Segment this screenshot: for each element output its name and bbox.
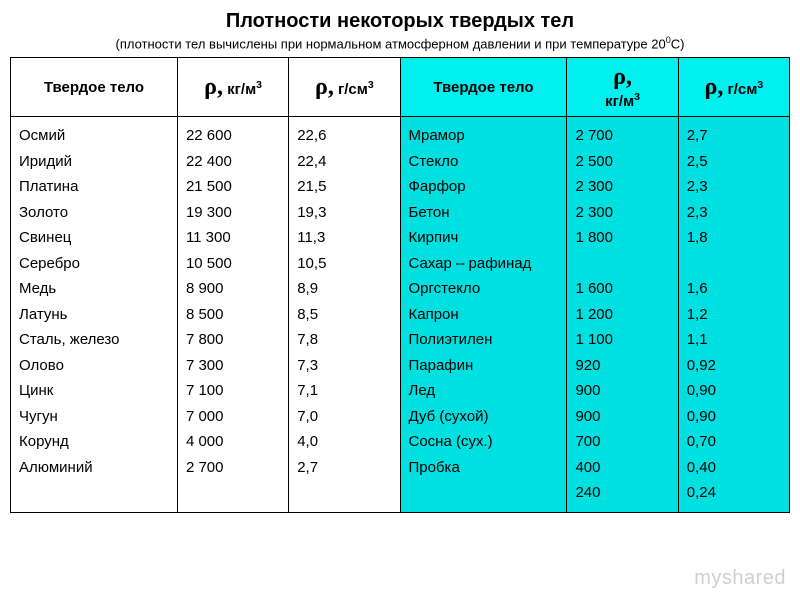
col-header-rho-kgm3-right: ρ, кг/м3 <box>567 58 678 117</box>
page-title: Плотности некоторых твердых тел <box>10 10 790 33</box>
watermark-text: myshared <box>694 567 786 590</box>
cell-names-right: МраморСтеклоФарфорБетонКирпичСахар – раф… <box>400 117 567 513</box>
cell-gcm3-right: 2,72,52,32,31,8 1,61,21,10,920,900,900,7… <box>678 117 789 513</box>
title-block: Плотности некоторых твердых тел (плотнос… <box>0 0 800 57</box>
col-header-rho-gcm3-right: ρ, г/см3 <box>678 58 789 117</box>
table-header-row: Твердое тело ρ, кг/м3 ρ, г/см3 Твердое т… <box>11 58 790 117</box>
col-header-rho-kgm3-left: ρ, кг/м3 <box>177 58 288 117</box>
cell-kgm3-right: 2 7002 5002 3002 3001 800 1 6001 2001 10… <box>567 117 678 513</box>
col-header-solid-left: Твердое тело <box>11 58 178 117</box>
cell-names-left: ОсмийИридийПлатинаЗолотоСвинецСереброМед… <box>11 117 178 513</box>
cell-kgm3-left: 22 60022 40021 50019 30011 30010 5008 90… <box>177 117 288 513</box>
col-header-rho-gcm3-left: ρ, г/см3 <box>289 58 400 117</box>
table-body-row: ОсмийИридийПлатинаЗолотоСвинецСереброМед… <box>11 117 790 513</box>
cell-gcm3-left: 22,622,421,519,311,310,58,98,57,87,37,17… <box>289 117 400 513</box>
density-table: Твердое тело ρ, кг/м3 ρ, г/см3 Твердое т… <box>10 57 790 513</box>
page-subtitle: (плотности тел вычислены при нормальном … <box>10 35 790 51</box>
col-header-solid-right: Твердое тело <box>400 58 567 117</box>
